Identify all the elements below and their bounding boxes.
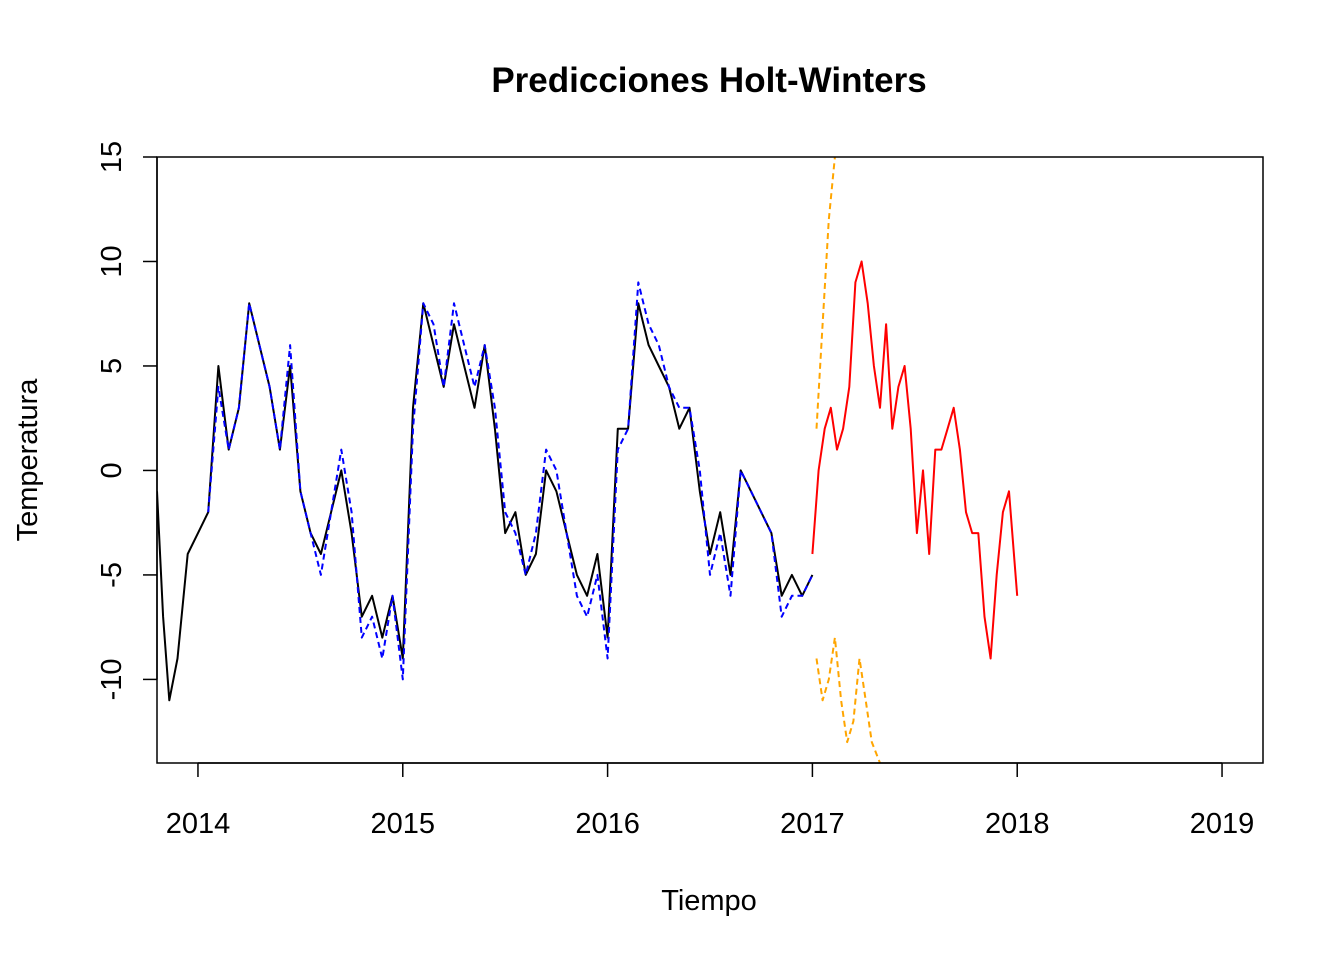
y-tick-label: -10 [96,658,128,700]
x-tick-label: 2016 [575,808,640,840]
series-line-4 [815,157,836,429]
y-tick-label: -5 [96,562,128,588]
plot-frame [156,156,1264,764]
series-line-3 [811,260,1019,660]
y-tick-label: 10 [96,245,128,277]
y-axis: -10 -5 0 5 10 15 [96,141,158,700]
x-tick-label: 2017 [780,808,845,840]
y-tick-label: 0 [96,462,128,478]
y-axis-label: Temperatura [12,378,44,542]
series-line-1 [157,302,814,702]
x-tick-label: 2015 [371,808,436,840]
series-layer [157,157,1019,763]
chart-title: Predicciones Holt-Winters [491,61,926,100]
x-tick-label: 2018 [985,808,1050,840]
x-tick-label: 2014 [166,808,231,840]
x-axis-label: Tiempo [661,885,757,917]
series-line-5 [815,636,881,763]
x-axis: 2014 2015 2016 2017 2018 2019 [166,762,1255,840]
y-tick-label: 5 [96,358,128,374]
series-line-2 [207,281,814,681]
x-tick-label: 2019 [1190,808,1255,840]
y-tick-label: 15 [96,141,128,173]
